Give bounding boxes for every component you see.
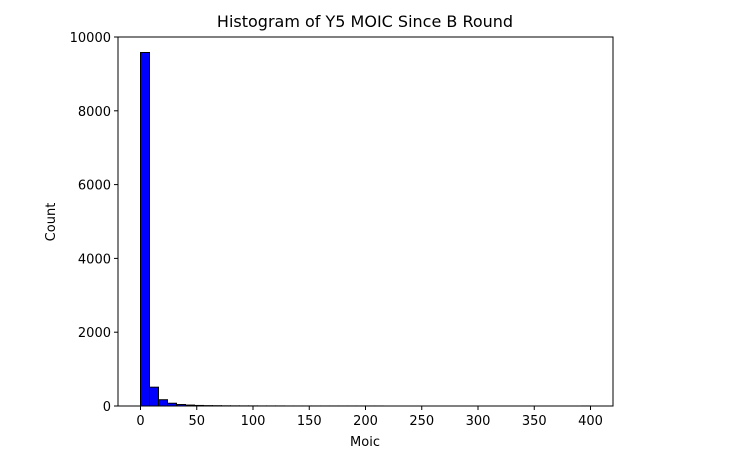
- x-tick-label: 400: [578, 414, 603, 429]
- x-tick-label: 50: [188, 414, 205, 429]
- histogram-bar: [159, 400, 168, 406]
- y-ticks-group: 0 2000 4000 6000 8000 10000: [70, 31, 118, 415]
- y-tick-label: 10000: [70, 31, 111, 46]
- histogram-bar: [141, 52, 150, 406]
- plot-frame: [118, 37, 613, 406]
- chart-title: Histogram of Y5 MOIC Since B Round: [217, 12, 513, 31]
- y-tick-label: 8000: [78, 105, 111, 120]
- x-ticks-group: 0 50 100 150 200 250 300 350 400: [136, 406, 603, 429]
- y-tick-label: 0: [103, 400, 111, 415]
- y-tick-label: 4000: [78, 252, 111, 267]
- x-tick-label: 250: [409, 414, 434, 429]
- x-tick-label: 200: [353, 414, 378, 429]
- x-tick-label: 0: [136, 414, 144, 429]
- x-tick-label: 150: [297, 414, 322, 429]
- y-axis-label: Count: [44, 203, 59, 242]
- x-tick-label: 350: [522, 414, 547, 429]
- x-axis-label: Moic: [350, 435, 380, 450]
- histogram-bar: [150, 387, 159, 406]
- y-tick-label: 2000: [78, 326, 111, 341]
- y-tick-label: 6000: [78, 179, 111, 194]
- x-tick-label: 100: [241, 414, 266, 429]
- x-tick-label: 300: [466, 414, 491, 429]
- bars-group: [141, 52, 591, 406]
